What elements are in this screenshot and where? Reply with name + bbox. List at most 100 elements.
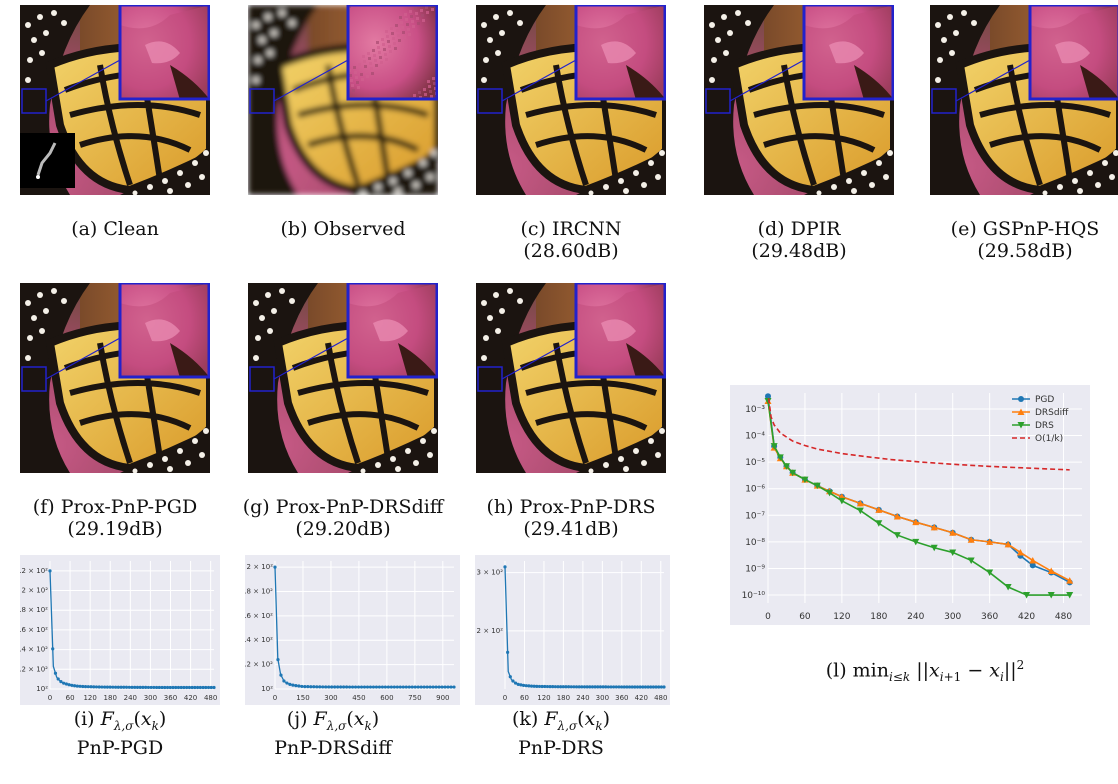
y-tick-label: 10⁻⁹ <box>745 564 765 574</box>
data-point <box>398 685 402 689</box>
x-tick-label: 750 <box>408 694 421 702</box>
x-tick-label: 60 <box>799 612 811 622</box>
y-tick-label: 10⁻¹⁰ <box>742 591 766 601</box>
data-point <box>930 523 938 531</box>
data-point <box>330 685 334 689</box>
data-point <box>440 685 444 689</box>
data-point <box>506 650 510 654</box>
x-tick-label: 360 <box>164 694 177 702</box>
data-point <box>580 685 584 689</box>
data-point <box>635 685 640 689</box>
data-point <box>838 497 846 505</box>
data-point <box>585 685 589 689</box>
data-point <box>967 557 975 564</box>
x-tick-label: 120 <box>83 694 96 702</box>
data-point <box>174 685 178 690</box>
data-point <box>94 685 99 689</box>
data-point <box>527 684 531 688</box>
y-tick-label: 2 × 10² <box>477 627 504 635</box>
data-point <box>770 443 778 450</box>
data-point <box>596 685 600 689</box>
result-image-7 <box>476 283 666 473</box>
data-point <box>407 685 411 689</box>
data-point <box>508 675 512 679</box>
data-point <box>279 673 283 677</box>
y-tick-label: 1.4 × 10² <box>245 636 273 644</box>
data-point <box>374 685 379 689</box>
data-point <box>67 683 71 687</box>
data-point <box>422 685 426 689</box>
x-tick-label: 420 <box>1018 612 1035 622</box>
psnr-value: (29.41dB) <box>523 518 619 540</box>
data-point <box>371 685 376 689</box>
data-point <box>97 685 101 689</box>
data-point <box>182 685 186 690</box>
data-point <box>564 685 568 689</box>
data-point <box>198 685 202 690</box>
data-point <box>633 685 637 689</box>
data-point <box>519 683 523 687</box>
legend-label: DRS <box>1035 421 1054 431</box>
data-point <box>1023 592 1031 599</box>
x-tick-label: 420 <box>635 694 648 702</box>
data-point <box>548 685 552 689</box>
x-tick-label: 420 <box>184 694 197 702</box>
x-tick-label: 240 <box>576 694 589 702</box>
data-point <box>614 685 618 689</box>
data-point <box>561 685 565 689</box>
zoom-inset <box>1028 5 1118 101</box>
x-tick-label: 120 <box>537 694 550 702</box>
zoom-inset <box>346 5 438 101</box>
data-point <box>193 685 197 690</box>
y-tick-label: 1.8 × 10² <box>20 606 48 614</box>
data-point <box>1047 592 1055 599</box>
data-point <box>567 685 571 689</box>
image-caption-2: (c) IRCNN (28.60dB) <box>456 218 686 262</box>
data-point <box>556 685 560 689</box>
data-point <box>312 685 316 689</box>
data-point <box>646 685 650 689</box>
plot-i: 0 60 120 180 240 300 360 420 480 10² 1.2 × 10² 1.4 … <box>15 555 220 705</box>
data-point <box>590 685 595 689</box>
data-point <box>59 680 63 684</box>
data-point <box>813 482 821 490</box>
x-tick-label: 60 <box>520 694 529 702</box>
data-point <box>413 685 417 689</box>
psnr-value: (29.19dB) <box>67 518 163 540</box>
caption-label: (c) IRCNN <box>520 218 622 240</box>
data-point <box>572 685 576 689</box>
caption-label: (d) DPIR <box>757 218 841 240</box>
data-point <box>135 685 140 689</box>
data-point <box>48 569 52 573</box>
x-tick-label: 120 <box>833 612 850 622</box>
data-point <box>353 685 358 689</box>
data-point <box>419 685 423 689</box>
data-point <box>416 685 420 689</box>
data-point <box>1016 548 1024 556</box>
data-point <box>105 685 109 689</box>
data-point <box>609 685 613 689</box>
x-tick-label: 180 <box>557 694 570 702</box>
data-point <box>638 685 642 689</box>
plot-j: 0 150 300 450 600 750 900 10² 1.2 × 10² 1.4 × 10²… <box>240 555 460 705</box>
x-tick-label: 360 <box>615 694 628 702</box>
result-image-5 <box>20 283 210 473</box>
data-point <box>273 565 277 569</box>
psnr-value: (29.48dB) <box>751 240 847 262</box>
data-point <box>912 538 920 546</box>
data-point <box>1066 592 1074 599</box>
data-point <box>324 685 328 689</box>
series-line-DRS <box>767 400 1070 596</box>
data-point <box>70 683 74 687</box>
x-tick-label: 300 <box>144 694 157 702</box>
image-caption-6: (g) Prox-PnP-DRSdiff (29.20dB) <box>228 496 458 540</box>
data-point <box>582 685 587 689</box>
image-caption-4: (e) GSPnP-HQS (29.58dB) <box>910 218 1118 262</box>
data-point <box>56 677 60 681</box>
data-point <box>160 685 164 690</box>
x-tick-label: 60 <box>66 694 75 702</box>
data-point <box>345 685 349 689</box>
data-point <box>826 489 834 497</box>
data-point <box>1029 556 1037 564</box>
caption-l: (l) mini≤k ||xi+1 − xi||2 <box>825 658 1025 685</box>
